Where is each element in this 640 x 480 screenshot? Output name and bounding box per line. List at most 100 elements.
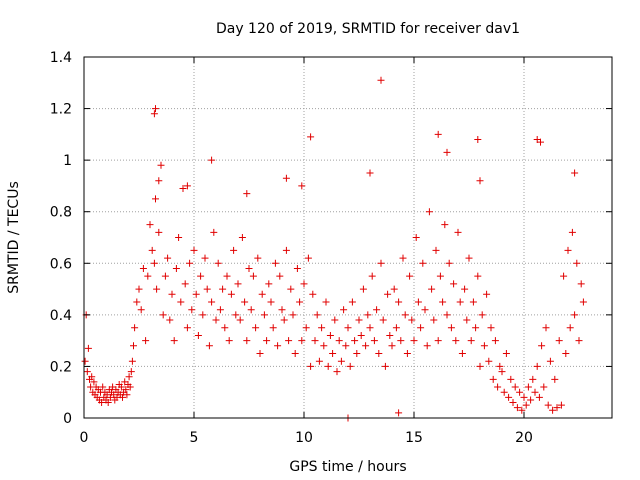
data-point — [366, 169, 374, 177]
data-point — [496, 362, 504, 370]
data-point — [465, 254, 473, 262]
data-point — [245, 264, 253, 272]
data-point — [280, 316, 288, 324]
data-point — [199, 311, 207, 319]
data-point — [227, 290, 235, 298]
data-point — [192, 290, 200, 298]
data-point — [368, 272, 376, 280]
data-point — [256, 350, 264, 358]
data-point — [544, 401, 552, 409]
data-point — [417, 324, 425, 332]
data-point — [315, 357, 323, 365]
data-point — [146, 221, 154, 229]
data-point — [549, 406, 557, 414]
data-point — [469, 298, 477, 306]
y-tick-label: 0.8 — [50, 205, 72, 221]
data-point — [219, 285, 227, 293]
data-point — [320, 342, 328, 350]
data-point — [335, 337, 343, 345]
data-point — [443, 311, 451, 319]
data-point — [401, 311, 409, 319]
data-point — [485, 357, 493, 365]
data-point — [153, 285, 161, 293]
data-point — [324, 362, 332, 370]
data-point — [463, 316, 471, 324]
data-point — [375, 350, 383, 358]
data-point — [434, 130, 442, 138]
data-point — [274, 342, 282, 350]
data-point — [322, 298, 330, 306]
data-point — [98, 399, 106, 407]
data-point — [351, 337, 359, 345]
data-point — [241, 298, 249, 306]
data-point — [139, 264, 147, 272]
x-tick-label: 20 — [515, 430, 533, 446]
data-point — [307, 362, 315, 370]
data-point — [381, 362, 389, 370]
data-point — [122, 386, 130, 394]
x-axis-title: GPS time / hours — [289, 459, 406, 475]
data-point — [214, 259, 222, 267]
data-point — [135, 285, 143, 293]
data-point — [128, 357, 136, 365]
data-point — [172, 264, 180, 272]
data-point — [516, 388, 524, 396]
x-tick-label: 15 — [405, 430, 423, 446]
data-point — [216, 306, 224, 314]
data-point — [159, 311, 167, 319]
y-tick-label: 0.2 — [50, 359, 72, 375]
data-point — [260, 311, 268, 319]
data-point — [221, 324, 229, 332]
data-point — [575, 337, 583, 345]
data-point — [157, 161, 165, 169]
data-point — [291, 350, 299, 358]
data-point — [577, 280, 585, 288]
data-point — [130, 342, 137, 350]
data-point — [399, 254, 407, 262]
data-point — [395, 409, 403, 417]
data-point — [566, 324, 574, 332]
data-point — [472, 324, 480, 332]
data-point — [188, 306, 196, 314]
data-point — [90, 378, 98, 386]
data-point — [298, 182, 306, 190]
y-axis-title: SRMTID / TECUs — [6, 181, 22, 294]
data-point — [243, 337, 251, 345]
data-point — [123, 391, 131, 399]
data-point — [520, 393, 528, 401]
data-point — [562, 350, 570, 358]
data-point — [181, 280, 189, 288]
data-point — [271, 259, 279, 267]
data-point — [337, 357, 345, 365]
data-point — [522, 401, 530, 409]
data-point — [430, 316, 438, 324]
data-point — [318, 324, 326, 332]
data-point — [414, 298, 422, 306]
data-point — [579, 298, 587, 306]
data-point — [210, 228, 218, 236]
data-point — [298, 337, 306, 345]
data-point — [480, 342, 488, 350]
data-point — [476, 177, 484, 185]
data-point — [223, 272, 231, 280]
data-point — [412, 234, 420, 241]
grid-lines — [84, 57, 612, 418]
data-point — [99, 383, 107, 391]
data-point — [538, 342, 546, 350]
data-point — [403, 350, 411, 358]
y-tick-label: 1.4 — [50, 50, 72, 66]
data-point — [373, 306, 381, 314]
y-tick-label: 0.4 — [50, 308, 72, 324]
data-point — [573, 259, 581, 267]
data-point — [518, 406, 526, 414]
data-point — [408, 316, 416, 324]
data-point — [117, 383, 125, 391]
data-point — [179, 185, 187, 193]
data-point — [238, 234, 246, 241]
data-point — [546, 357, 554, 365]
data-point — [285, 337, 293, 345]
data-point — [445, 259, 453, 267]
data-point — [300, 280, 308, 288]
data-point — [166, 316, 174, 324]
data-point — [507, 375, 515, 383]
